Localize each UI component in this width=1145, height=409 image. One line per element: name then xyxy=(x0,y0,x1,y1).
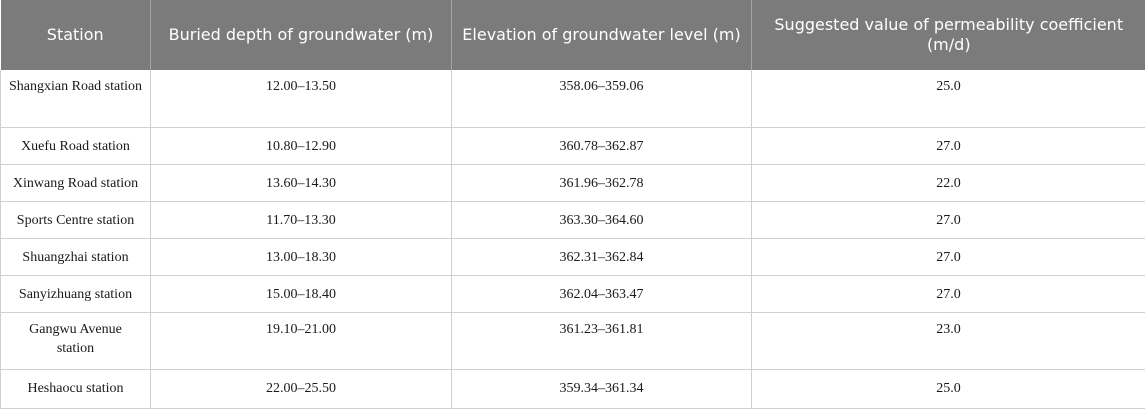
table-row: Shuangzhai station 13.00–18.30 362.31–36… xyxy=(0,238,1145,276)
cell-elevation: 358.06–359.06 xyxy=(451,70,752,128)
cell-permeability: 23.0 xyxy=(751,312,1145,370)
cell-permeability: 25.0 xyxy=(751,70,1145,128)
cell-elevation: 362.04–363.47 xyxy=(451,275,752,313)
table-row: Heshaocu station 22.00–25.50 359.34–361.… xyxy=(0,369,1145,409)
cell-permeability: 27.0 xyxy=(751,201,1145,239)
cell-elevation: 359.34–361.34 xyxy=(451,369,752,409)
table-row: Shangxian Road station 12.00–13.50 358.0… xyxy=(0,70,1145,128)
header-permeability: Suggested value of permeability coeffici… xyxy=(751,0,1145,70)
cell-permeability: 27.0 xyxy=(751,275,1145,313)
cell-buried-depth: 11.70–13.30 xyxy=(150,201,452,239)
cell-station: Xinwang Road station xyxy=(0,164,151,202)
cell-buried-depth: 13.00–18.30 xyxy=(150,238,452,276)
cell-station: Shuangzhai station xyxy=(0,238,151,276)
header-elevation: Elevation of groundwater level (m) xyxy=(451,0,752,70)
cell-station: Heshaocu station xyxy=(0,369,151,409)
cell-station: Shangxian Road station xyxy=(0,70,151,128)
cell-permeability: 22.0 xyxy=(751,164,1145,202)
cell-buried-depth: 10.80–12.90 xyxy=(150,127,452,165)
header-buried-depth: Buried depth of groundwater (m) xyxy=(150,0,452,70)
cell-buried-depth: 12.00–13.50 xyxy=(150,70,452,128)
header-station: Station xyxy=(46,25,104,44)
table-row: Gangwu Avenue station 19.10–21.00 361.23… xyxy=(0,312,1145,370)
table-row: Sanyizhuang station 15.00–18.40 362.04–3… xyxy=(0,275,1145,313)
table-row: Xinwang Road station 13.60–14.30 361.96–… xyxy=(0,164,1145,202)
table-row: Xuefu Road station 10.80–12.90 360.78–36… xyxy=(0,127,1145,165)
cell-permeability: 25.0 xyxy=(751,369,1145,409)
cell-elevation: 361.96–362.78 xyxy=(451,164,752,202)
cell-buried-depth: 22.00–25.50 xyxy=(150,369,452,409)
cell-permeability: 27.0 xyxy=(751,238,1145,276)
cell-station: Sports Centre station xyxy=(0,201,151,239)
table-body: Shangxian Road station 12.00–13.50 358.0… xyxy=(0,70,1145,409)
header-row: Station Buried depth of groundwater (m) … xyxy=(0,0,1145,70)
cell-elevation: 362.31–362.84 xyxy=(451,238,752,276)
cell-station: Sanyizhuang station xyxy=(0,275,151,313)
cell-elevation: 363.30–364.60 xyxy=(451,201,752,239)
cell-station: Xuefu Road station xyxy=(0,127,151,165)
cell-buried-depth: 15.00–18.40 xyxy=(150,275,452,313)
cell-buried-depth: 19.10–21.00 xyxy=(150,312,452,370)
cell-elevation: 360.78–362.87 xyxy=(451,127,752,165)
table-row: Sports Centre station 11.70–13.30 363.30… xyxy=(0,201,1145,239)
cell-buried-depth: 13.60–14.30 xyxy=(150,164,452,202)
cell-station: Gangwu Avenue station xyxy=(0,312,151,370)
cell-permeability: 27.0 xyxy=(751,127,1145,165)
cell-elevation: 361.23–361.81 xyxy=(451,312,752,370)
table-header: Station Buried depth of groundwater (m) … xyxy=(0,0,1145,70)
